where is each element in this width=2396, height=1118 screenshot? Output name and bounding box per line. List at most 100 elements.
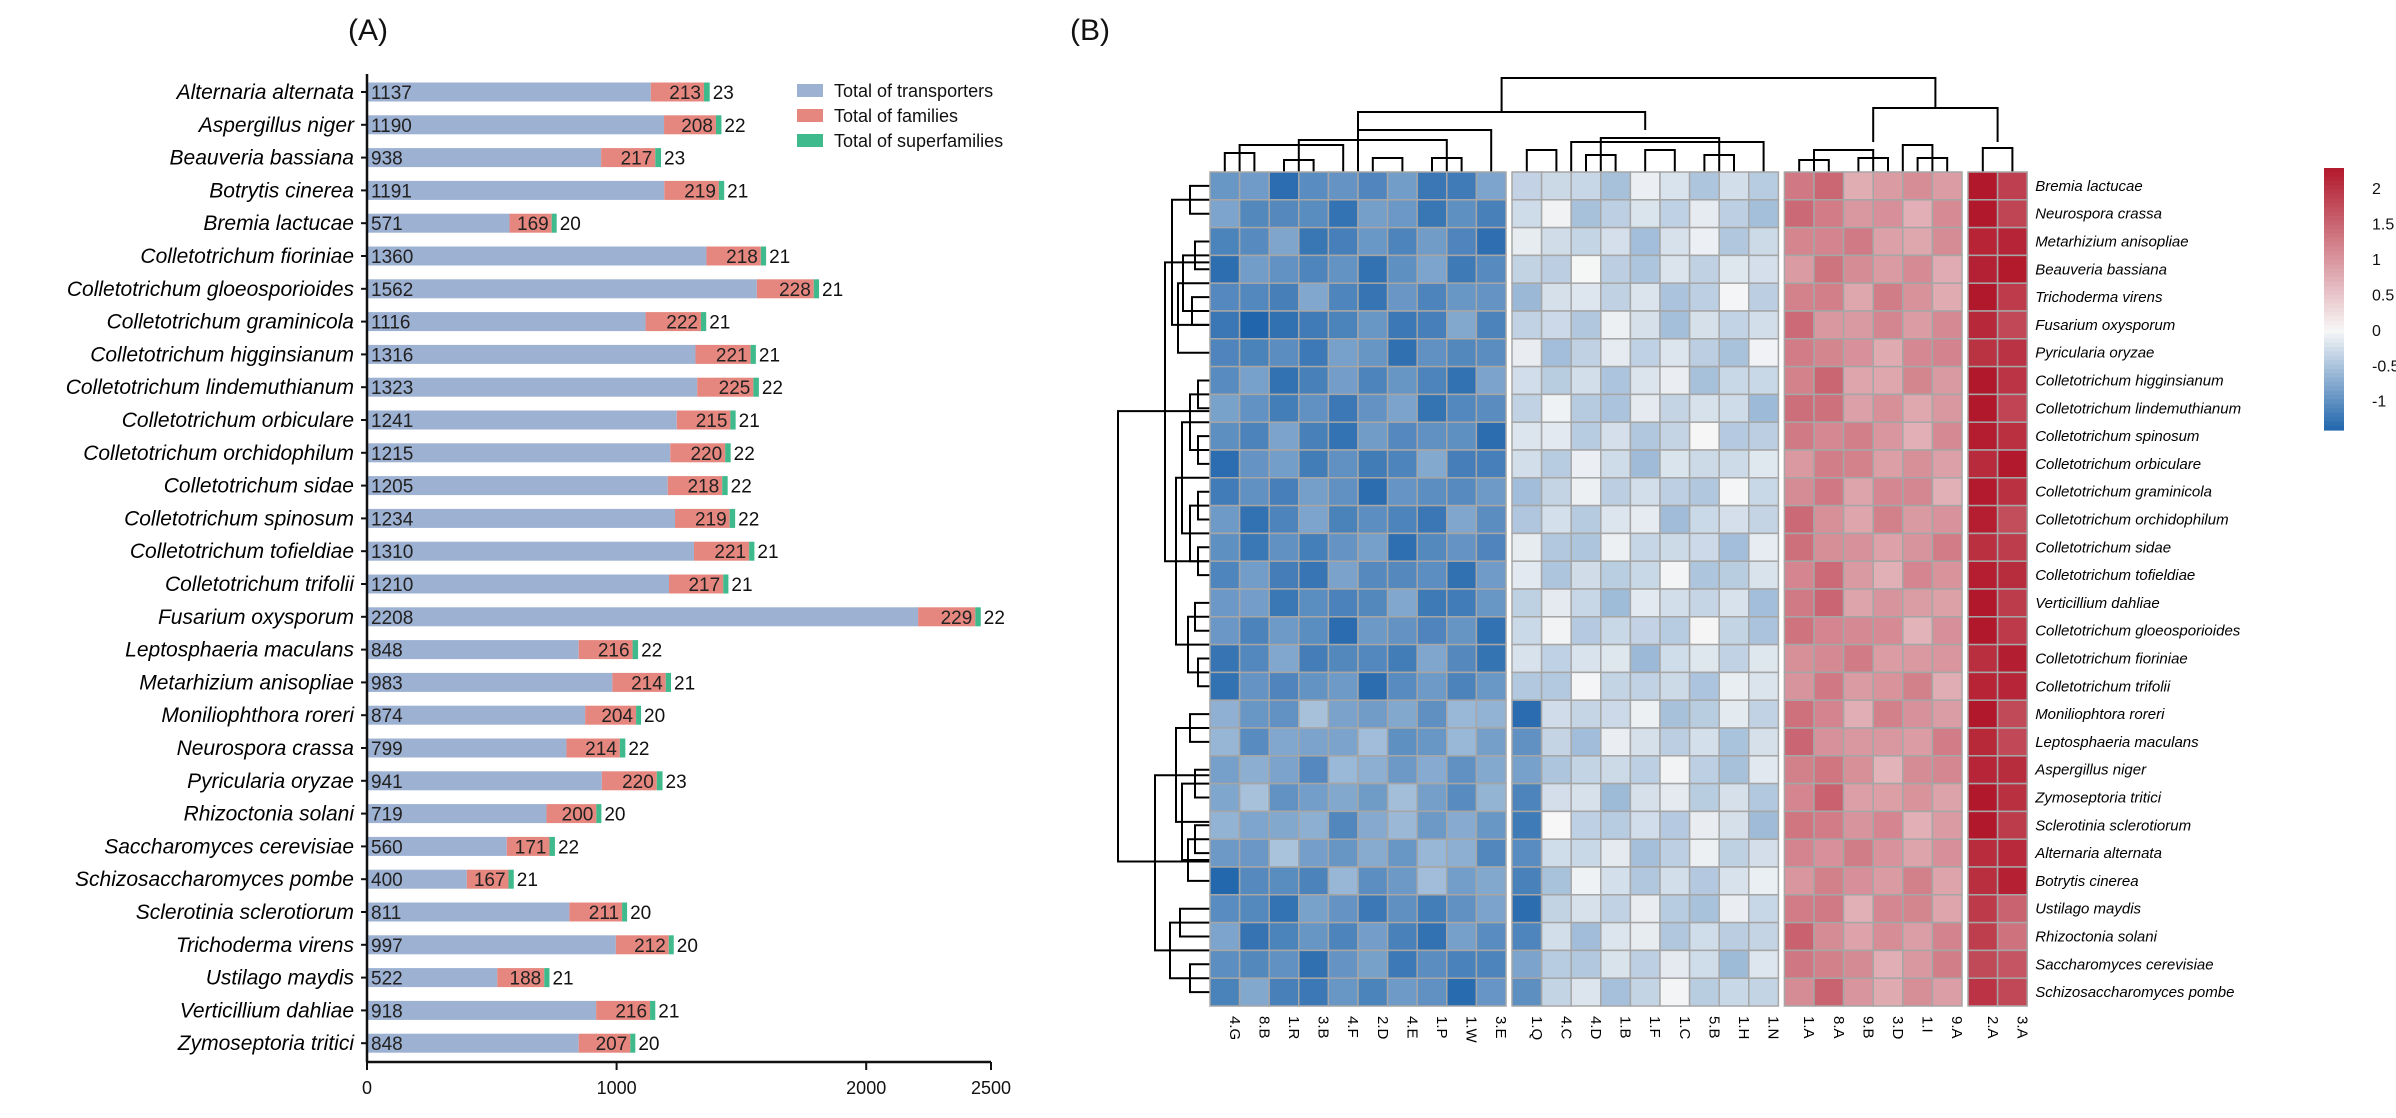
heatmap-cell <box>1783 921 1815 952</box>
heatmap-cell <box>1298 810 1330 840</box>
heatmap-cell <box>1902 643 1934 674</box>
dendrogram-branch <box>1901 144 1934 172</box>
heatmap-cell <box>1540 310 1572 340</box>
heatmap-cell <box>1209 588 1241 618</box>
heatmap-cell <box>1540 643 1572 674</box>
heatmap-cell <box>1298 616 1330 646</box>
heatmap-cell <box>1688 310 1720 340</box>
heatmap-cell <box>1902 254 1934 284</box>
heatmap-cell <box>1902 477 1934 507</box>
heatmap-cell <box>1659 838 1691 868</box>
row-label: Rhizoctonia solani <box>2035 929 2157 946</box>
heatmap-cell <box>1511 365 1543 396</box>
color-scale-step <box>2324 194 2344 200</box>
heatmap-cell <box>1540 560 1572 590</box>
heatmap-cell <box>1416 810 1448 840</box>
heatmap-cell <box>1996 588 2028 618</box>
heatmap-cell <box>1842 894 1874 924</box>
row-dendrogram <box>1117 184 1210 994</box>
heatmap-cell <box>1842 310 1874 340</box>
row-label: Schizosaccharomyces pombe <box>2035 984 2234 1001</box>
heatmap-cell <box>1629 199 1661 229</box>
heatmap-cell <box>1570 171 1602 201</box>
heatmap-cell <box>1209 365 1241 396</box>
bar-row: Colletotrichum orchidophilum 1215 220 22 <box>83 442 755 465</box>
superfamilies-value: 21 <box>759 345 780 366</box>
bar-row: Schizosaccharomyces pombe 400 167 21 <box>75 868 538 891</box>
heatmap-cell <box>1967 699 1999 729</box>
bar-row: Metarhizium anisopliae 983 214 21 <box>139 671 695 694</box>
heatmap-cell <box>1475 782 1507 813</box>
heatmap-cell <box>1659 365 1691 396</box>
heatmap-cell <box>1511 449 1543 479</box>
heatmap-cell <box>1475 894 1507 924</box>
bar-row: Aspergillus niger 1190 208 22 <box>197 114 746 137</box>
heatmap-cell <box>1268 199 1300 229</box>
heatmap-cell <box>1511 254 1543 284</box>
bar-segment <box>367 672 613 692</box>
heatmap-cell <box>1629 282 1661 312</box>
heatmap-cell <box>1446 282 1478 312</box>
heatmap-cell <box>1416 755 1448 785</box>
heatmap-cell <box>1931 449 1963 479</box>
heatmap-cell <box>1967 226 1999 257</box>
heatmap-cell <box>1718 699 1750 729</box>
superfamilies-value: 20 <box>638 1034 659 1055</box>
heatmap-cell <box>1629 782 1661 813</box>
row-label: Pyricularia oryzae <box>2035 345 2154 362</box>
heatmap-cell <box>1475 838 1507 868</box>
color-scale-step <box>2324 285 2344 291</box>
bar-row: Colletotrichum higginsianum 1316 221 21 <box>90 343 780 366</box>
bar-segment <box>367 443 671 463</box>
superfamilies-value: 21 <box>769 247 790 268</box>
heatmap-cell <box>1931 727 1963 757</box>
heatmap-cell <box>1570 477 1602 507</box>
heatmap-cell <box>1327 477 1359 507</box>
heatmap-cell <box>1511 560 1543 590</box>
bar-row: Colletotrichum fioriniae 1360 218 21 <box>140 245 790 268</box>
column-label: 2.A <box>1984 1016 2001 1039</box>
heatmap-cell <box>1783 643 1815 674</box>
superfamilies-value: 22 <box>734 444 755 465</box>
heatmap-cell <box>1357 755 1389 785</box>
heatmap-cell <box>1629 616 1661 646</box>
heatmap-cell <box>1872 894 1904 924</box>
column-label: 3.B <box>1315 1016 1332 1039</box>
bar-segment <box>622 902 628 922</box>
heatmap-cell <box>1718 588 1750 618</box>
heatmap-cell <box>1813 532 1845 562</box>
heatmap-cell <box>1416 977 1448 1007</box>
heatmap-cell <box>1327 532 1359 562</box>
superfamilies-value: 23 <box>713 83 734 104</box>
heatmap-cell <box>1688 365 1720 396</box>
heatmap-cell <box>1298 949 1330 979</box>
heatmap-cell <box>1268 755 1300 785</box>
heatmap-cell <box>1967 477 1999 507</box>
bar-segment <box>664 180 719 200</box>
bar-segment <box>975 607 981 627</box>
heatmap-cell <box>1298 532 1330 562</box>
heatmap-cell <box>1327 199 1359 229</box>
heatmap-cell <box>1748 477 1780 507</box>
heatmap-cell <box>1600 338 1632 368</box>
color-scale-step <box>2324 316 2344 322</box>
heatmap-cell <box>1327 977 1359 1007</box>
bar-row: Colletotrichum orbiculare 1241 215 21 <box>122 409 760 432</box>
heatmap-cell <box>1238 810 1270 840</box>
dendrogram-branch <box>1570 141 1765 172</box>
heatmap-cell <box>1446 643 1478 674</box>
heatmap-cell <box>1540 782 1572 813</box>
row-label: Leptosphaeria maculans <box>2035 734 2199 751</box>
heatmap-cell <box>1688 810 1720 840</box>
heatmap-cell <box>1783 699 1815 729</box>
heatmap-cell <box>1209 254 1241 284</box>
category-label: Colletotrichum orchidophilum <box>83 442 354 465</box>
transporters-value: 400 <box>371 870 403 891</box>
heatmap-cell <box>1872 171 1904 201</box>
column-label: 4.D <box>1587 1016 1604 1040</box>
heatmap-cell <box>1902 782 1934 813</box>
heatmap-cell <box>1511 616 1543 646</box>
heatmap-cell <box>1842 477 1874 507</box>
families-value: 222 <box>666 313 698 334</box>
heatmap-cell <box>1209 866 1241 896</box>
